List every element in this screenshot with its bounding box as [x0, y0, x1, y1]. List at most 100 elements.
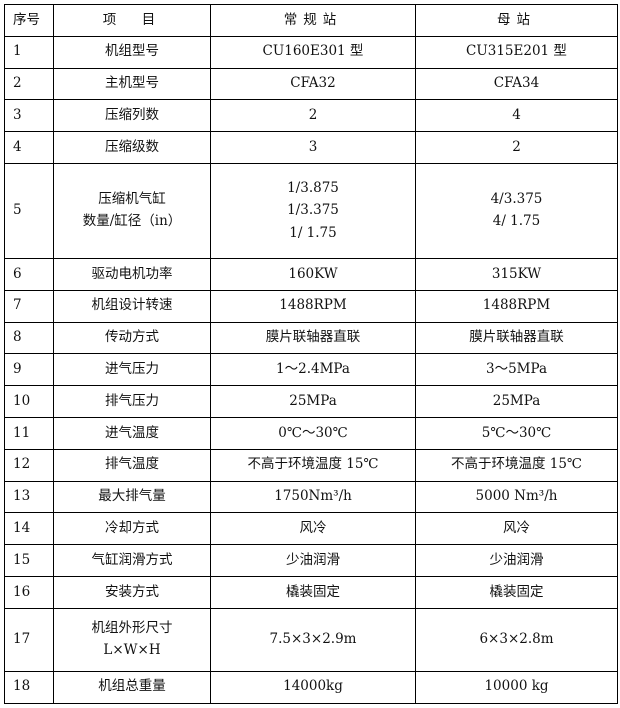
- item-cell: 安装方式: [53, 575, 211, 609]
- item-cell: 机组型号: [53, 35, 211, 69]
- regular-station-cell: CFA32: [210, 67, 416, 101]
- row-number: 13: [4, 480, 54, 514]
- row-number: 3: [4, 99, 54, 133]
- table-row: 7 机组设计转速 1488RPM 1488RPM: [4, 289, 618, 323]
- row-number: 4: [4, 131, 54, 164]
- regular-station-cell-line: 不高于环境温度 15℃: [247, 456, 379, 473]
- header-regular-station: 常规站: [210, 4, 416, 37]
- item-cell-line: 驱动电机功率: [91, 265, 173, 282]
- regular-station-cell: 膜片联轴器直联: [210, 321, 416, 355]
- regular-station-cell-line: 1750Nm³/h: [274, 488, 352, 505]
- regular-station-cell-line: 1488RPM: [279, 297, 347, 314]
- table-row: 15 气缸润滑方式 少油润滑 少油润滑: [4, 544, 618, 577]
- regular-station-cell: 3: [210, 131, 416, 164]
- mother-station-cell: 风冷: [415, 512, 618, 546]
- header-no: 序号: [4, 4, 54, 37]
- table-row: 4 压缩级数 3 2: [4, 131, 618, 164]
- item-cell: 排气压力: [53, 385, 211, 418]
- mother-station-cell: 4/3.375 4/ 1.75: [415, 162, 618, 259]
- table-header-row: 序号 项 目 常规站 母站: [4, 4, 618, 37]
- regular-station-cell: 160KW: [210, 257, 416, 291]
- item-cell-line: 进气压力: [105, 361, 159, 378]
- regular-station-cell: CU160E301 型: [210, 35, 416, 69]
- mother-station-cell: 膜片联轴器直联: [415, 321, 618, 355]
- mother-station-cell-line: 5000 Nm³/h: [475, 488, 558, 505]
- row-number: 7: [4, 289, 54, 323]
- table-row: 3 压缩列数 2 4: [4, 99, 618, 133]
- regular-station-cell: 1488RPM: [210, 289, 416, 323]
- mother-station-cell-line: 4/3.375: [490, 190, 543, 207]
- table-row: 6 驱动电机功率 160KW 315KW: [4, 257, 618, 291]
- item-cell-line: 机组外形尺寸: [91, 619, 173, 636]
- mother-station-cell: CU315E201 型: [415, 35, 618, 69]
- mother-station-cell: 315KW: [415, 257, 618, 291]
- mother-station-cell: 5℃～30℃: [415, 416, 618, 450]
- regular-station-cell-line: 3: [308, 138, 318, 155]
- table-row: 9 进气压力 1～2.4MPa 3～5MPa: [4, 353, 618, 387]
- item-cell-line: 机组型号: [105, 43, 159, 60]
- row-number: 17: [4, 607, 54, 672]
- regular-station-cell: 0℃～30℃: [210, 416, 416, 450]
- table-row: 8 传动方式 膜片联轴器直联 膜片联轴器直联: [4, 321, 618, 355]
- item-cell: 压缩机气缸 数量/缸径（in）: [53, 162, 211, 259]
- table-row: 13 最大排气量 1750Nm³/h 5000 Nm³/h: [4, 480, 618, 514]
- mother-station-cell-line: 6×3×2.8m: [479, 631, 554, 647]
- item-cell-line: 数量/缸径（in）: [82, 213, 182, 230]
- item-cell-line: 排气压力: [105, 392, 159, 409]
- table-row: 2 主机型号 CFA32 CFA34: [4, 67, 618, 101]
- regular-station-cell: 少油润滑: [210, 544, 416, 577]
- row-number: 15: [4, 544, 54, 577]
- row-number: 1: [4, 35, 54, 69]
- item-cell: 传动方式: [53, 321, 211, 355]
- item-cell: 最大排气量: [53, 480, 211, 514]
- mother-station-cell-line: 2: [512, 138, 521, 155]
- row-number: 10: [4, 385, 54, 418]
- item-cell-line: 安装方式: [105, 583, 159, 600]
- regular-station-cell-line: 1/ 1.75: [289, 224, 337, 241]
- regular-station-cell-line: 风冷: [299, 520, 327, 536]
- regular-station-cell-line: CFA32: [290, 75, 336, 92]
- mother-station-cell-line: 4: [512, 107, 521, 124]
- item-cell: 压缩列数: [53, 99, 211, 133]
- mother-station-cell-line: 不高于环境温度 15℃: [450, 456, 583, 473]
- regular-station-cell: 2: [210, 99, 416, 133]
- regular-station-cell: 1～2.4MPa: [210, 353, 416, 387]
- mother-station-cell-line: 膜片联轴器直联: [469, 329, 564, 346]
- mother-station-cell-line: 1488RPM: [482, 297, 551, 314]
- item-cell-line: 冷却方式: [105, 520, 159, 536]
- row-number: 12: [4, 448, 54, 482]
- mother-station-cell-line: 4/ 1.75: [492, 213, 541, 230]
- mother-station-cell: 4: [415, 99, 618, 133]
- regular-station-cell: 风冷: [210, 512, 416, 546]
- item-cell: 机组设计转速: [53, 289, 211, 323]
- regular-station-cell-line: 少油润滑: [286, 551, 340, 568]
- spec-table: 序号 项 目 常规站 母站 1 机组型号 CU160E301 型 CU315E201 …: [4, 4, 618, 704]
- regular-station-cell-line: 1/3.375: [287, 202, 339, 219]
- row-number: 14: [4, 512, 54, 546]
- mother-station-cell-line: 315KW: [491, 265, 542, 282]
- regular-station-cell-line: 0℃～30℃: [278, 424, 348, 441]
- item-cell: 机组总重量: [53, 670, 211, 704]
- table-row: 17 机组外形尺寸 L×W×H 7.5×3×2.9m 6×3×2.8m: [4, 607, 618, 672]
- row-number: 8: [4, 321, 54, 355]
- mother-station-cell-line: 25MPa: [492, 392, 541, 409]
- mother-station-cell: 5000 Nm³/h: [415, 480, 618, 514]
- regular-station-cell-line: 25MPa: [289, 392, 337, 409]
- table-row: 1 机组型号 CU160E301 型 CU315E201 型: [4, 35, 618, 69]
- item-cell-line: 排气温度: [105, 456, 159, 473]
- row-number: 2: [4, 67, 54, 101]
- mother-station-cell-line: 5℃～30℃: [481, 424, 552, 441]
- mother-station-cell: 1488RPM: [415, 289, 618, 323]
- regular-station-cell: 7.5×3×2.9m: [210, 607, 416, 672]
- item-cell-line: 主机型号: [105, 75, 159, 92]
- table-row: 18 机组总重量 14000kg 10000 kg: [4, 670, 618, 704]
- item-cell: 进气压力: [53, 353, 211, 387]
- item-cell: 冷却方式: [53, 512, 211, 546]
- regular-station-cell: 1/3.875 1/3.375 1/ 1.75: [210, 162, 416, 259]
- table-row: 10 排气压力 25MPa 25MPa: [4, 385, 618, 418]
- item-cell: 排气温度: [53, 448, 211, 482]
- mother-station-cell: 橇装固定: [415, 575, 618, 609]
- item-cell: 进气温度: [53, 416, 211, 450]
- item-cell: 驱动电机功率: [53, 257, 211, 291]
- item-cell-line: 最大排气量: [98, 488, 166, 505]
